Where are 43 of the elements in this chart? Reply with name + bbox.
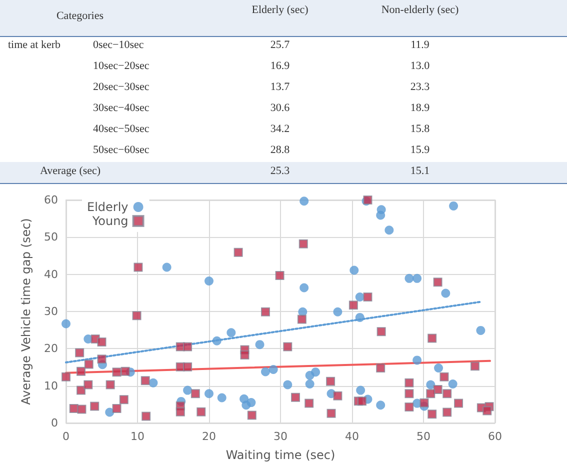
text: time at kerb (8, 39, 61, 51)
y-tick-label: 30 (44, 305, 58, 318)
text: 15.9 (410, 144, 430, 156)
legend-label: Elderly (86, 200, 128, 214)
text: 28.8 (270, 144, 290, 156)
category-label: 40sec−50sec (93, 123, 150, 135)
x-tick-label: 10 (130, 430, 144, 443)
y-tick-label: 20 (44, 342, 58, 356)
text: 15.8 (410, 123, 430, 135)
x-tick-label: 50 (416, 430, 430, 443)
category-label: 50sec−60sec (93, 144, 150, 156)
text: 16.9 (270, 60, 290, 72)
text: 13.7 (270, 81, 290, 93)
x-tick-label: 40 (345, 430, 359, 443)
text: 34.2 (270, 123, 290, 135)
text: 15.1 (410, 165, 430, 177)
x-tick-label: 30 (274, 430, 288, 443)
category-label: 0sec−10sec (93, 39, 144, 51)
x-tick-label: 0 (62, 430, 70, 443)
y-tick-label: 10 (44, 379, 58, 392)
text: 25.7 (270, 39, 290, 51)
category-label: Non-elderly (sec) (380, 3, 460, 18)
text: 23.3 (410, 81, 430, 93)
text: 18.9 (410, 102, 430, 114)
category-label: Elderly (sec) (250, 3, 310, 18)
category-label: 10sec−20sec (93, 60, 150, 72)
y-tick-label: 60 (44, 194, 58, 206)
text: 13.0 (410, 60, 430, 72)
text: Categories (55, 10, 105, 22)
category-label: 20sec−30sec (93, 81, 150, 93)
y-tick-label: 40 (44, 268, 58, 281)
x-tick-label: 20 (202, 430, 216, 443)
y-tick-label: 0 (51, 416, 58, 430)
x-axis-title: Waiting time (sec) (226, 448, 336, 462)
y-axis-title: Average Vehicle time gap (sec) (19, 218, 33, 405)
text: 25.3 (270, 165, 290, 177)
category-label: Average (sec) (40, 165, 101, 177)
y-tick-label: 50 (44, 230, 58, 244)
text: 30.6 (270, 102, 290, 114)
text: 11.9 (410, 39, 430, 51)
category-label: 30sec−40sec (93, 102, 150, 114)
legend-label: Young (91, 214, 128, 228)
x-tick-label: 60 (488, 430, 502, 443)
